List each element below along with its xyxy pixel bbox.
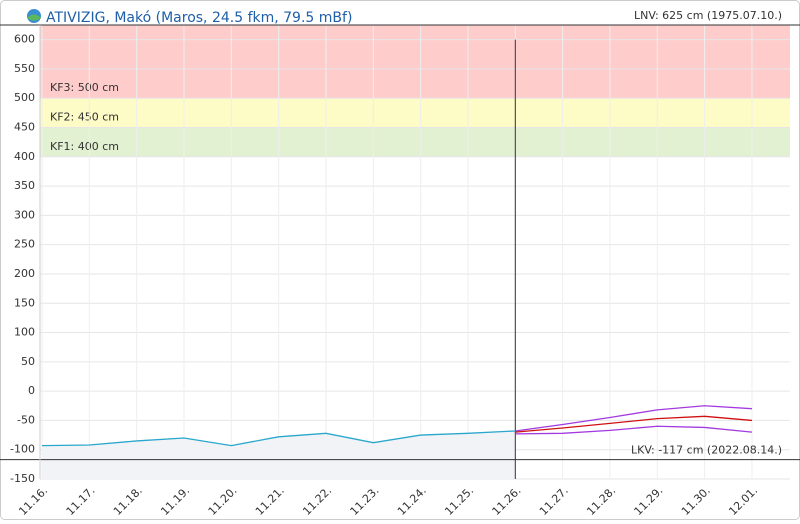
y-tick-label: 200 [14,267,35,280]
y-tick-label: 600 [14,33,35,46]
series-line [515,425,753,435]
threshold-band [40,127,790,157]
band-label: KF2: 450 cm [50,111,119,124]
series-line [515,405,752,432]
reference-label: LKV: -117 cm (2022.08.14.) [631,444,782,457]
y-tick-label: 550 [14,62,35,75]
threshold-band [40,25,790,99]
band-label: KF1: 400 cm [50,140,119,153]
y-tick-label: 400 [14,150,35,163]
y-tick-label: 0 [28,384,35,397]
y-tick-label: 450 [14,121,35,134]
y-tick-label: 150 [14,296,35,309]
y-tick-label: -50 [17,413,35,426]
y-tick-label: 350 [14,179,35,192]
series-line [41,430,516,447]
y-tick-label: 50 [21,355,35,368]
y-tick-label: -150 [10,472,35,485]
y-tick-label: 300 [14,208,35,221]
area-fill [42,430,516,479]
reference-label: LNV: 625 cm (1975.07.10.) [634,9,782,22]
threshold-band [40,98,790,128]
y-tick-label: 500 [14,91,35,104]
chart-title: ATIVIZIG, Makó (Maros, 24.5 fkm, 79.5 mB… [46,10,352,26]
y-tick-label: 250 [14,238,35,251]
logo [27,9,41,23]
band-label: KF3: 500 cm [50,81,119,94]
series-line [515,415,753,433]
y-tick-label: -100 [10,443,35,456]
y-tick-label: 100 [14,326,35,339]
